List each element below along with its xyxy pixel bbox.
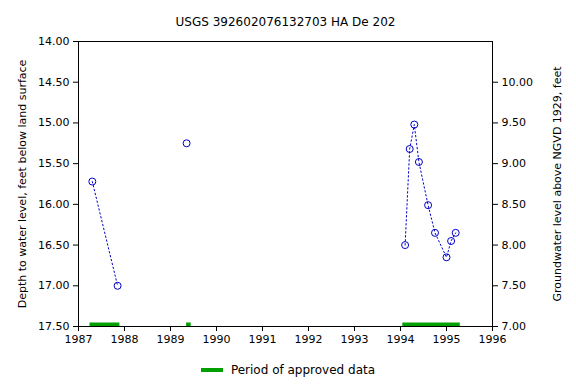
svg-text:15.00: 15.00 [38,116,70,129]
svg-text:1990: 1990 [203,333,231,346]
svg-text:1992: 1992 [295,333,323,346]
svg-text:15.50: 15.50 [38,157,70,170]
svg-text:1994: 1994 [387,333,415,346]
svg-text:7.50: 7.50 [502,279,527,292]
svg-text:1989: 1989 [157,333,185,346]
svg-text:1987: 1987 [65,333,93,346]
svg-text:1995: 1995 [433,333,461,346]
svg-text:17.00: 17.00 [38,279,70,292]
svg-text:10.00: 10.00 [502,76,534,89]
svg-text:14.00: 14.00 [38,35,70,48]
svg-text:Depth to water level, feet bel: Depth to water level, feet below land su… [16,59,29,308]
svg-text:USGS 392602076132703 HA De 202: USGS 392602076132703 HA De 202 [176,15,396,29]
svg-text:8.00: 8.00 [502,239,527,252]
svg-text:Groundwater level above NGVD 1: Groundwater level above NGVD 1929, feet [551,66,564,302]
html-text:Period of approved data: Period of approved data [230,363,376,377]
svg-text:1991: 1991 [249,333,277,346]
svg-text:7.00: 7.00 [502,320,527,333]
svg-text:1993: 1993 [341,333,369,346]
svg-text:16.00: 16.00 [38,198,70,211]
svg-text:1996: 1996 [479,333,507,346]
svg-text:16.50: 16.50 [38,239,70,252]
svg-text:1988: 1988 [111,333,139,346]
svg-text:9.00: 9.00 [502,157,527,170]
svg-text:9.50: 9.50 [502,116,527,129]
svg-text:17.50: 17.50 [38,320,70,333]
svg-text:14.50: 14.50 [38,76,70,89]
svg-text:8.50: 8.50 [502,198,527,211]
